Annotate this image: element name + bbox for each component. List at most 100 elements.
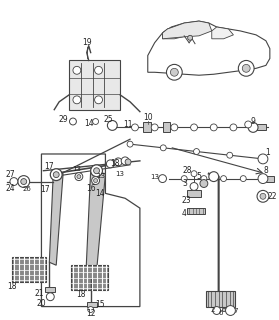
- Circle shape: [191, 124, 198, 131]
- Circle shape: [238, 60, 254, 76]
- Text: 27: 27: [5, 170, 15, 179]
- Circle shape: [73, 96, 81, 104]
- Circle shape: [209, 172, 219, 181]
- Bar: [163, 123, 170, 132]
- Text: 13: 13: [72, 166, 81, 172]
- Circle shape: [258, 174, 268, 183]
- Circle shape: [18, 176, 30, 188]
- Text: 11: 11: [123, 120, 133, 129]
- Circle shape: [93, 118, 98, 124]
- Text: 17: 17: [45, 162, 54, 171]
- Text: 10: 10: [143, 113, 153, 122]
- Circle shape: [194, 148, 199, 155]
- Bar: [187, 208, 205, 214]
- Text: 18: 18: [7, 282, 17, 292]
- Text: 2: 2: [211, 307, 215, 313]
- Text: 22: 22: [267, 192, 276, 201]
- Text: 15: 15: [96, 300, 105, 309]
- Circle shape: [127, 141, 133, 147]
- Text: 24: 24: [5, 184, 15, 193]
- Circle shape: [50, 169, 62, 180]
- Circle shape: [160, 145, 166, 151]
- Circle shape: [151, 124, 158, 131]
- Circle shape: [114, 158, 122, 166]
- Circle shape: [46, 293, 54, 301]
- Text: 4: 4: [182, 209, 187, 218]
- Circle shape: [106, 160, 114, 168]
- Bar: [222, 308, 229, 311]
- Circle shape: [213, 307, 221, 315]
- Circle shape: [94, 179, 98, 182]
- Polygon shape: [163, 25, 187, 39]
- Circle shape: [69, 118, 76, 125]
- Circle shape: [260, 193, 266, 199]
- Bar: [45, 287, 55, 292]
- Text: 6: 6: [218, 310, 223, 316]
- Circle shape: [171, 124, 178, 131]
- Polygon shape: [163, 21, 212, 39]
- Polygon shape: [148, 21, 270, 75]
- Text: 16: 16: [86, 184, 95, 193]
- Text: 5: 5: [196, 172, 201, 181]
- Bar: [256, 124, 266, 130]
- Circle shape: [210, 124, 217, 131]
- Text: 3: 3: [183, 179, 187, 188]
- Circle shape: [245, 121, 252, 128]
- Polygon shape: [49, 174, 63, 265]
- Circle shape: [230, 124, 237, 131]
- Circle shape: [181, 176, 187, 181]
- Bar: [87, 302, 97, 307]
- Text: 13: 13: [150, 174, 159, 180]
- Polygon shape: [69, 60, 120, 110]
- Circle shape: [53, 172, 59, 178]
- Circle shape: [95, 96, 102, 104]
- Polygon shape: [71, 265, 108, 290]
- Circle shape: [88, 307, 94, 313]
- Circle shape: [158, 175, 167, 182]
- Circle shape: [170, 68, 178, 76]
- Circle shape: [91, 165, 102, 177]
- Text: 14: 14: [96, 189, 105, 198]
- Circle shape: [21, 179, 27, 185]
- Circle shape: [248, 123, 258, 132]
- Circle shape: [92, 177, 100, 185]
- Circle shape: [200, 180, 208, 188]
- Text: 23: 23: [181, 196, 191, 205]
- Bar: [187, 190, 201, 197]
- Text: 18: 18: [110, 159, 120, 168]
- Text: 19: 19: [82, 38, 92, 47]
- Text: 28: 28: [182, 166, 192, 175]
- Circle shape: [94, 168, 100, 174]
- Circle shape: [107, 121, 117, 130]
- Text: 8: 8: [264, 166, 268, 175]
- Circle shape: [225, 306, 235, 316]
- Circle shape: [260, 156, 266, 162]
- Circle shape: [77, 175, 81, 179]
- Text: 29: 29: [58, 115, 68, 124]
- Bar: [266, 176, 274, 181]
- Circle shape: [201, 176, 207, 181]
- Text: 7: 7: [233, 308, 238, 314]
- Circle shape: [10, 178, 18, 186]
- Circle shape: [190, 182, 198, 190]
- Polygon shape: [212, 27, 234, 39]
- Bar: [143, 123, 151, 132]
- Text: 21: 21: [35, 289, 44, 298]
- Circle shape: [75, 173, 83, 180]
- Circle shape: [242, 64, 250, 72]
- Polygon shape: [86, 171, 105, 282]
- Circle shape: [131, 124, 138, 131]
- Text: 9: 9: [251, 117, 256, 126]
- Circle shape: [257, 190, 269, 202]
- Polygon shape: [42, 154, 140, 307]
- Circle shape: [95, 66, 102, 74]
- Polygon shape: [12, 257, 46, 282]
- Text: 13: 13: [116, 171, 125, 177]
- Circle shape: [227, 152, 233, 158]
- Circle shape: [167, 64, 182, 80]
- Text: 12: 12: [86, 309, 95, 318]
- Circle shape: [188, 35, 193, 40]
- Text: 14: 14: [84, 119, 93, 128]
- Text: 20: 20: [37, 299, 46, 308]
- Circle shape: [73, 66, 81, 74]
